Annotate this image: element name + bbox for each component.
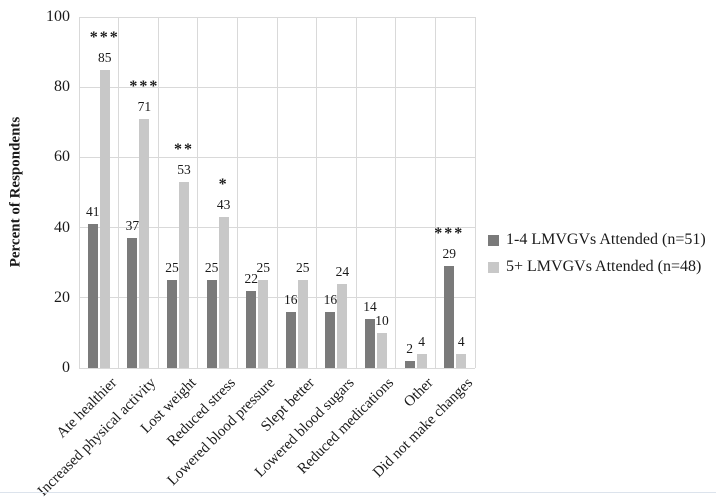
bar-value-label: 4 [418, 334, 425, 349]
bar-value-label: 16 [323, 292, 338, 307]
bar-value-label: 2 [406, 341, 413, 356]
legend-item-series2: 5+ LMVGVs Attended (n=48) [488, 258, 706, 276]
bar-value-label: 29 [442, 246, 456, 261]
bar-series1 [444, 266, 455, 368]
bar-series1 [325, 312, 336, 368]
gridline-vertical [316, 17, 318, 368]
bar-series1 [167, 280, 177, 368]
y-axis-tick-label: 40 [54, 218, 70, 236]
bar-value-label: 14 [363, 299, 377, 314]
bar-series1 [206, 280, 217, 368]
significance-marker: *** [89, 29, 120, 46]
bar-value-label: 43 [216, 197, 231, 212]
gridline-vertical [197, 17, 199, 368]
bar-value-label: 71 [137, 99, 152, 114]
y-axis-tick-label: 0 [62, 359, 70, 376]
bar-series2 [456, 354, 467, 368]
y-axis-tick-label: 20 [54, 288, 70, 306]
significance-marker: *** [129, 78, 160, 95]
gridline-vertical [78, 17, 80, 368]
gridline-vertical [118, 17, 120, 368]
bar-value-label: 24 [335, 264, 350, 279]
bar-value-label: 25 [165, 260, 179, 275]
bar-series1 [404, 361, 415, 368]
y-axis-tick-label: 60 [54, 148, 70, 166]
gridline-vertical [236, 17, 238, 368]
bar-value-label: 37 [125, 218, 140, 233]
gridline-vertical [434, 17, 436, 368]
bar-series2 [218, 217, 229, 368]
legend-swatch-series1-icon [488, 234, 499, 246]
bar-value-label: 10 [375, 313, 389, 328]
gridline-vertical [474, 17, 476, 368]
bar-value-label: 53 [177, 162, 191, 177]
bar-value-label: 25 [204, 260, 219, 275]
bar-value-label: 25 [296, 260, 310, 275]
bar-value-label: 22 [244, 271, 258, 286]
bar-value-label: 41 [86, 204, 100, 219]
gridline-vertical [276, 17, 278, 368]
y-axis-tick-label: 100 [46, 8, 70, 25]
significance-marker: * [218, 176, 229, 193]
y-axis-title: Percent of Respondents [7, 116, 24, 268]
bar-series2 [139, 119, 150, 368]
bar-series1 [285, 312, 296, 368]
y-axis-tick-label: 80 [54, 78, 70, 96]
page-bottom-rule [0, 492, 716, 493]
significance-marker: *** [434, 225, 465, 242]
legend-swatch-series2-icon [488, 261, 499, 273]
gridline-vertical [157, 17, 159, 368]
bar-series2 [297, 280, 308, 368]
bar-series1 [365, 319, 375, 368]
legend: 1-4 LMVGVs Attended (n=51) 5+ LMVGVs Att… [488, 231, 706, 285]
legend-item-series1: 1-4 LMVGVs Attended (n=51) [488, 231, 706, 249]
bar-series2 [337, 284, 348, 368]
bar-series1 [87, 224, 98, 368]
legend-label-series2: 5+ LMVGVs Attended (n=48) [506, 258, 702, 275]
bar-value-label: 25 [256, 260, 270, 275]
bar-value-label: 85 [98, 50, 112, 65]
bar-series1 [127, 238, 138, 368]
bar-value-label: 4 [457, 334, 465, 349]
bar-series2 [179, 182, 189, 368]
legend-label-series1: 1-4 LMVGVs Attended (n=51) [506, 231, 706, 248]
bar-series1 [246, 291, 257, 368]
x-category-label: Other [401, 375, 437, 411]
significance-marker: ** [174, 141, 194, 158]
bar-series2 [99, 70, 110, 368]
bar-value-label: 16 [284, 292, 298, 307]
gridline-vertical [355, 17, 357, 368]
gridline-vertical [395, 17, 397, 368]
bar-series2 [258, 280, 269, 368]
bar-series2 [377, 333, 387, 368]
bar-series2 [416, 354, 427, 368]
gridline-horizontal [79, 367, 475, 369]
